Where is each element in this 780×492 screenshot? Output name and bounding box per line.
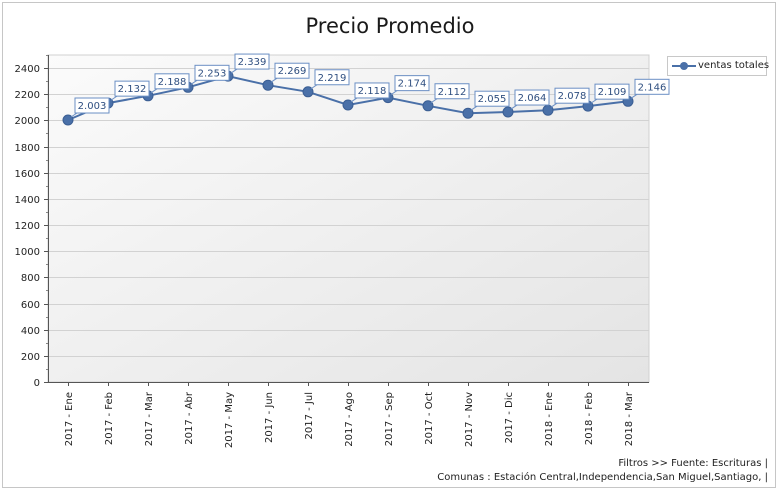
data-label-box [154, 73, 190, 90]
y-tick-label: 0 [34, 378, 40, 389]
data-point [502, 106, 514, 118]
data-label-leader [270, 77, 278, 83]
data-label: 2.078 [558, 91, 587, 102]
data-label-box [234, 53, 270, 70]
data-label-leader [310, 84, 318, 90]
chart-title: Precio Promedio [305, 14, 475, 38]
data-label: 2.064 [518, 93, 547, 104]
data-point [302, 86, 314, 98]
x-tick-label: 2017 - Abr [184, 391, 195, 445]
x-tick-label: 2017 - May [224, 392, 235, 448]
data-label: 2.112 [438, 87, 467, 98]
x-tick-label: 2018 - Mar [624, 391, 635, 446]
data-label: 2.003 [78, 101, 107, 112]
y-tick-label: 1200 [15, 221, 40, 232]
data-label-leader [590, 98, 598, 104]
data-label-box [74, 97, 110, 114]
data-label-leader [510, 104, 518, 110]
x-tick-label: 2017 - Ago [344, 392, 355, 447]
data-label-leader [150, 88, 158, 94]
data-label: 2.146 [638, 82, 667, 93]
data-label: 2.055 [478, 94, 507, 105]
data-point [422, 100, 434, 112]
footer-filters: Filtros >> Fuente: Escrituras | [618, 458, 768, 469]
data-label-leader [350, 97, 358, 103]
data-label-leader [230, 68, 238, 74]
data-point [342, 99, 354, 111]
data-label-leader [430, 98, 438, 104]
data-label: 2.118 [358, 86, 387, 97]
data-label-leader [470, 105, 478, 111]
x-tick-label: 2018 - Ene [544, 392, 555, 446]
data-label-box [114, 80, 150, 97]
footer-comunas: Comunas : Estación Central,Independencia… [437, 472, 768, 483]
data-label: 2.219 [318, 73, 347, 84]
y-tick-label: 1600 [15, 169, 40, 180]
data-label-leader [630, 93, 638, 99]
chart-legend: ventas totales [667, 56, 770, 76]
legend-item-label: ventas totales [698, 60, 770, 71]
data-label-leader [70, 112, 78, 118]
y-tick-label: 1400 [15, 195, 40, 206]
data-label: 2.132 [118, 84, 147, 95]
data-label: 2.188 [158, 77, 187, 88]
legend-marker-icon [672, 62, 696, 70]
y-tick-label: 200 [21, 352, 40, 363]
data-point [462, 107, 474, 119]
data-label-box [634, 78, 670, 95]
data-label-box [314, 69, 350, 86]
data-label-box [514, 89, 550, 106]
data-label: 2.269 [278, 66, 307, 77]
y-tick-label: 800 [21, 273, 40, 284]
x-tick-label: 2017 - Sep [384, 392, 395, 446]
x-tick-label: 2018 - Feb [584, 392, 595, 445]
data-label-box [594, 83, 630, 100]
x-tick-label: 2017 - Feb [104, 392, 115, 445]
data-label-box [274, 62, 310, 79]
y-tick-label: 1800 [15, 143, 40, 154]
data-point [262, 79, 274, 91]
data-label-leader [550, 102, 558, 108]
data-label-box [394, 75, 430, 92]
data-label-box [474, 90, 510, 107]
y-tick-label: 400 [21, 326, 40, 337]
x-tick-label: 2017 - Ene [64, 392, 75, 446]
y-tick-label: 2400 [15, 64, 40, 75]
data-label-leader [110, 95, 118, 101]
y-tick-label: 600 [21, 300, 40, 311]
x-tick-label: 2017 - Mar [144, 391, 155, 446]
data-point [62, 114, 74, 126]
x-tick-label: 2017 - Jul [304, 392, 315, 439]
data-label-box [554, 87, 590, 104]
y-tick-label: 2000 [15, 116, 40, 127]
data-label-box [354, 82, 390, 99]
chart-footer: Filtros >> Fuente: Escrituras | Comunas … [437, 457, 768, 485]
x-tick-label: 2017 - Jun [264, 392, 275, 443]
x-tick-label: 2017 - Dic [504, 392, 515, 443]
data-label-leader [390, 90, 398, 96]
y-tick-label: 2200 [15, 90, 40, 101]
data-label-box [434, 83, 470, 100]
data-label-box [194, 64, 230, 81]
data-label: 2.174 [398, 79, 427, 90]
y-tick-label: 1000 [15, 247, 40, 258]
data-label: 2.109 [598, 87, 627, 98]
data-label: 2.339 [238, 57, 267, 68]
x-tick-label: 2017 - Nov [464, 392, 475, 447]
data-label: 2.253 [198, 68, 227, 79]
data-label-leader [190, 79, 198, 85]
x-tick-label: 2017 - Oct [424, 392, 435, 445]
